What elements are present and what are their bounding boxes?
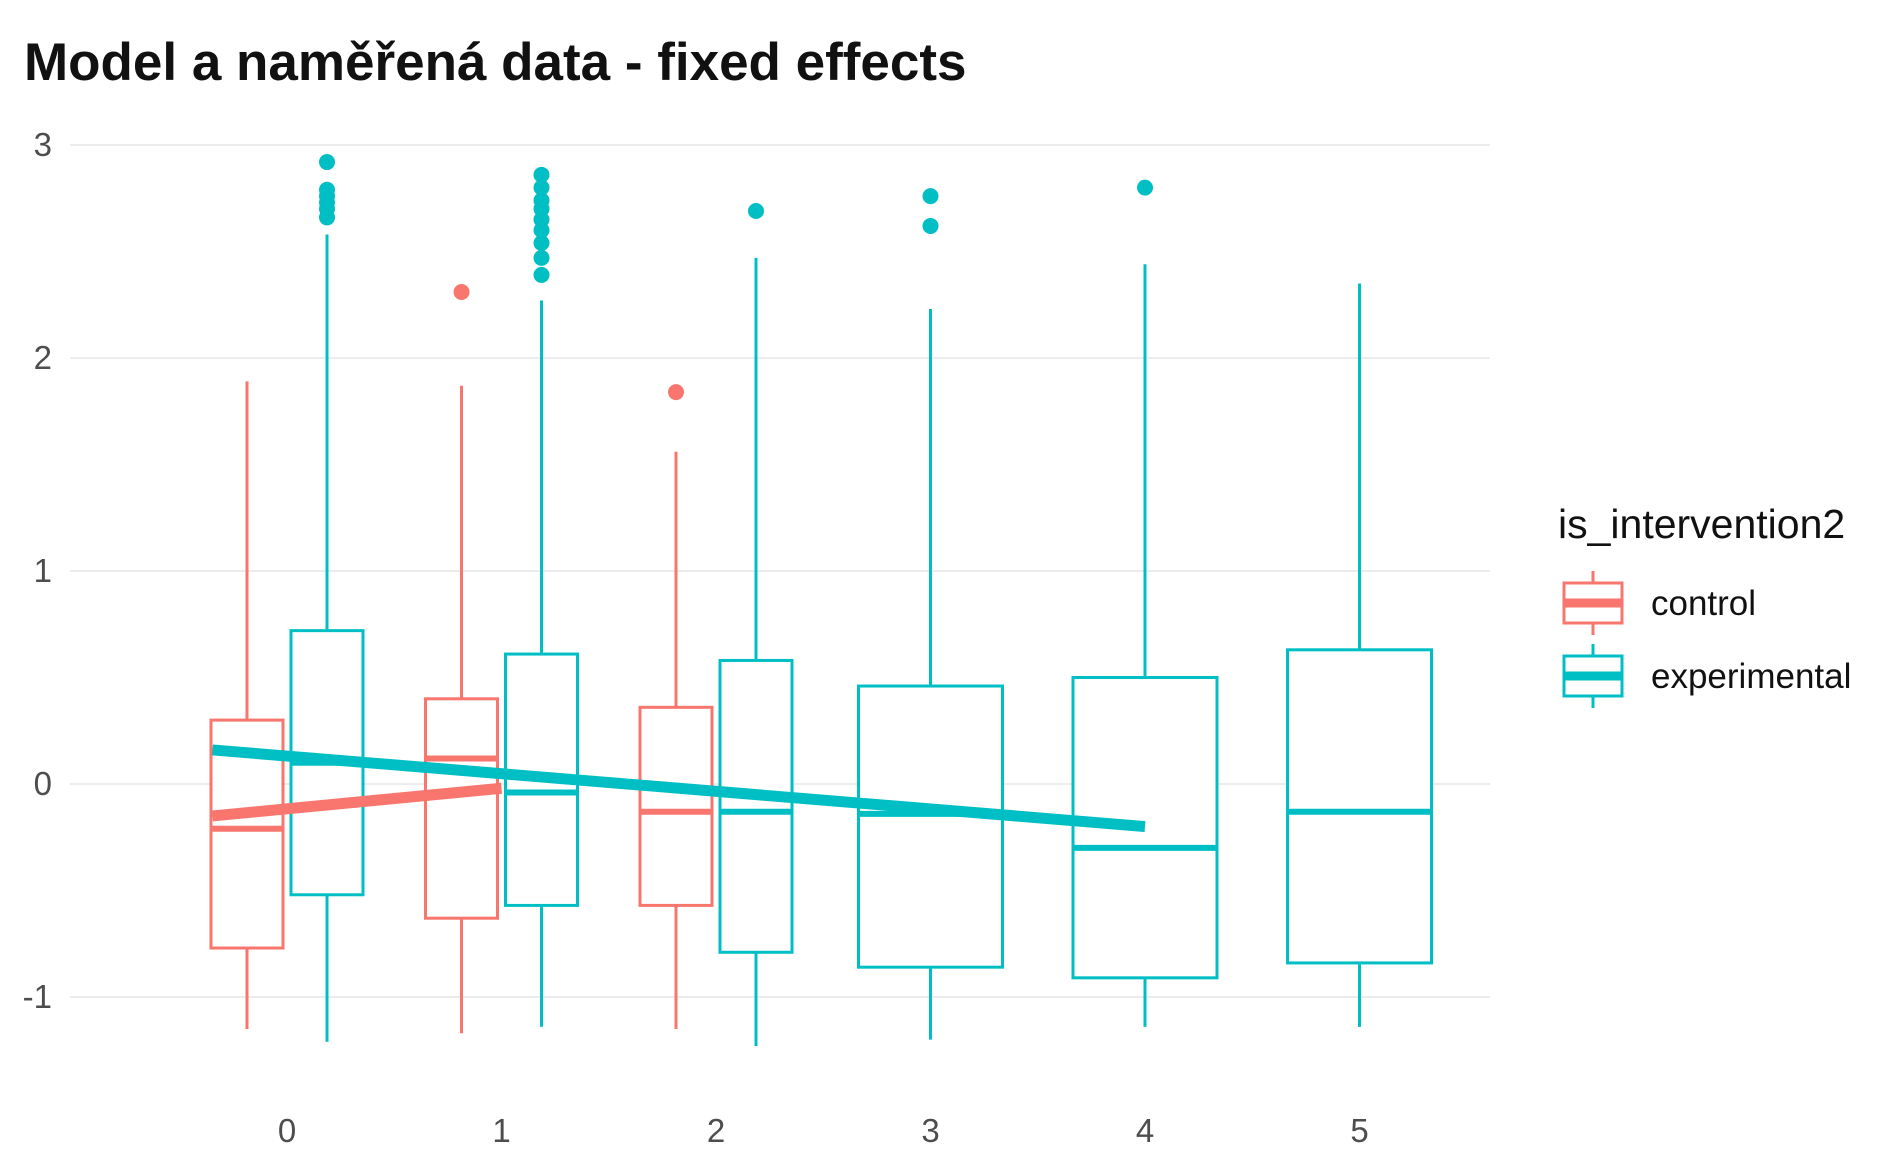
box-experimental-4 bbox=[1071, 179, 1219, 1027]
box-experimental-1 bbox=[504, 166, 579, 1027]
x-tick-label: 0 bbox=[278, 1112, 296, 1149]
y-axis-ticks: -1 0 1 2 3 bbox=[23, 126, 52, 1015]
x-tick-label: 5 bbox=[1350, 1112, 1368, 1149]
chart-title: Model a naměřená data - fixed effects bbox=[24, 33, 967, 92]
legend-key-control bbox=[1562, 571, 1624, 635]
y-tick-label: 3 bbox=[34, 126, 52, 163]
outlier-point bbox=[922, 188, 939, 205]
box-experimental-2 bbox=[718, 203, 794, 1046]
box-body bbox=[718, 658, 794, 954]
box-control-1 bbox=[424, 283, 499, 1034]
outlier-point bbox=[533, 234, 550, 251]
y-tick-label: -1 bbox=[23, 978, 52, 1015]
outlier-point bbox=[533, 179, 550, 196]
x-tick-label: 3 bbox=[921, 1112, 939, 1149]
box-experimental-0 bbox=[289, 154, 365, 1042]
x-tick-label: 4 bbox=[1136, 1112, 1154, 1149]
box-control-0 bbox=[209, 381, 285, 1029]
outlier-point bbox=[748, 203, 764, 220]
outlier-point bbox=[319, 154, 335, 171]
boxplots bbox=[209, 154, 1433, 1046]
y-tick-label: 0 bbox=[34, 765, 52, 802]
legend-key-experimental bbox=[1562, 644, 1624, 708]
x-axis-ticks: 0 1 2 3 4 5 bbox=[278, 1112, 1369, 1149]
box-body bbox=[857, 684, 1004, 969]
y-tick-label: 1 bbox=[34, 552, 52, 589]
outlier-point bbox=[922, 217, 939, 234]
fit-line-control bbox=[211, 782, 503, 822]
outlier-point bbox=[533, 266, 550, 283]
outlier-point bbox=[453, 283, 470, 300]
outlier-point bbox=[1137, 179, 1153, 196]
box-body bbox=[638, 705, 714, 907]
legend-label-experimental: experimental bbox=[1651, 657, 1851, 696]
outlier-point bbox=[533, 192, 550, 209]
legend-label-control: control bbox=[1651, 584, 1756, 623]
legend: is_intervention2 control experimental bbox=[1558, 501, 1851, 708]
box-control-2 bbox=[638, 384, 714, 1029]
box-experimental-5 bbox=[1286, 283, 1433, 1027]
outlier-point bbox=[533, 249, 550, 266]
box-body bbox=[1286, 648, 1433, 965]
legend-title: is_intervention2 bbox=[1558, 501, 1845, 547]
outlier-point bbox=[319, 181, 335, 198]
fit-line-experimental bbox=[212, 744, 1146, 833]
outlier-point bbox=[668, 384, 684, 401]
x-tick-label: 1 bbox=[492, 1112, 510, 1149]
y-tick-label: 2 bbox=[34, 339, 52, 376]
outlier-point bbox=[533, 166, 550, 183]
box-experimental-3 bbox=[857, 188, 1004, 1040]
box-body bbox=[424, 697, 499, 920]
x-tick-label: 2 bbox=[707, 1112, 725, 1149]
fit-lines bbox=[211, 744, 1146, 833]
